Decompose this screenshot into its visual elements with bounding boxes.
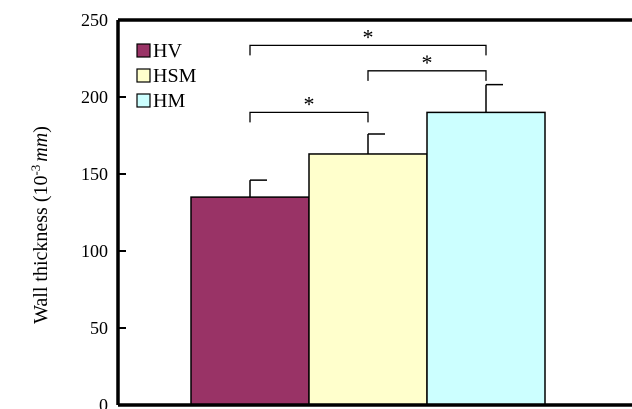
legend-swatch-hv (136, 43, 151, 58)
legend-label-hsm: HSM (153, 65, 197, 87)
bar-hm (426, 111, 546, 406)
y-tick-label-100: 100 (81, 241, 108, 261)
error-bars (249, 83, 503, 198)
y-axis-label-close: ) (30, 126, 52, 133)
legend-swatch-hm (136, 93, 151, 108)
y-axis-label-unit: mm (30, 133, 52, 162)
plot-frame (116, 18, 632, 407)
significance-star-1: * (422, 50, 433, 75)
legend: HV HSM HM (136, 40, 197, 112)
y-tick-label-50: 50 (90, 318, 108, 338)
y-tick-label-0: 0 (99, 395, 108, 409)
significance-star-2: * (363, 24, 374, 49)
y-tick-label-250: 250 (81, 10, 108, 30)
y-tick-label-200: 200 (81, 87, 108, 107)
significance-star-0: * (304, 91, 315, 116)
significance-bracket-0 (249, 111, 369, 123)
bars (190, 111, 546, 406)
y-axis-label: Wall thickness (10-3 mm) (28, 126, 53, 324)
bar-hv (190, 196, 310, 406)
significance-brackets: * * * (249, 24, 487, 123)
y-tick-label-150: 150 (81, 164, 108, 184)
significance-bracket-1 (367, 70, 487, 81)
legend-swatch-hsm (136, 68, 151, 83)
y-axis-label-text: Wall thickness (10 (30, 176, 52, 324)
legend-label-hm: HM (153, 90, 185, 112)
significance-bracket-2 (249, 44, 487, 56)
bar-hsm (308, 153, 428, 406)
y-axis-label-exponent: -3 (28, 165, 43, 176)
legend-label-hv: HV (153, 40, 182, 62)
